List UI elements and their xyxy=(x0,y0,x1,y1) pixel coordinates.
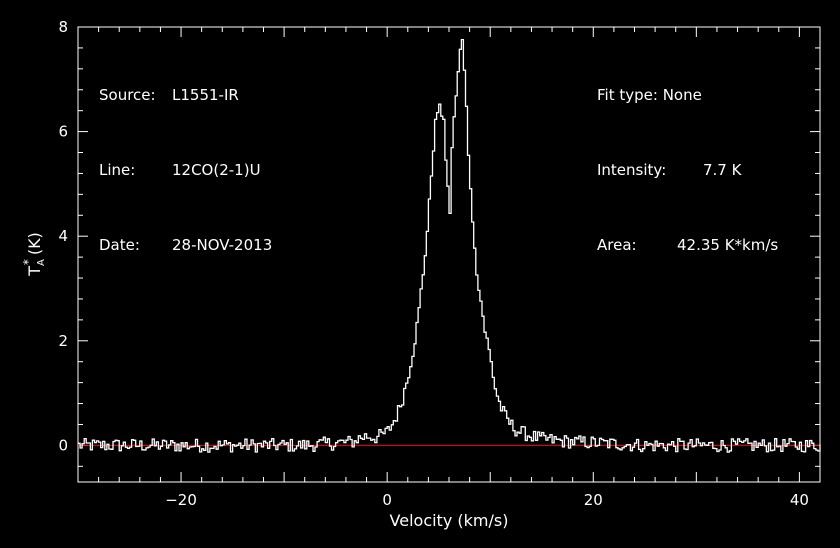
svg-text:TA*(K): TA* (K) xyxy=(21,232,47,277)
line-value: 12CO(2-1)U xyxy=(172,161,261,179)
fit-label: Fit type: xyxy=(597,86,658,104)
source-row: Source: L1551-IR xyxy=(99,83,272,108)
y-tick-label: 2 xyxy=(58,332,68,350)
y-tick-label: 6 xyxy=(58,123,68,141)
y-axis-label-sub: A xyxy=(36,259,47,266)
intensity-label: Intensity: xyxy=(597,161,667,179)
intensity-value: 7.7 K xyxy=(703,161,742,179)
fit-row: Fit type: None xyxy=(597,83,778,108)
y-axis-label-unit: (K) xyxy=(25,232,44,255)
y-tick-label: 8 xyxy=(58,18,68,36)
x-axis-label: Velocity (km/s) xyxy=(390,511,509,530)
area-row: Area: 42.35 K*km/s xyxy=(597,233,778,258)
date-value: 28-NOV-2013 xyxy=(172,236,273,254)
axis-tick-labels: −20 0 20 40 0 2 4 6 8 xyxy=(58,18,808,509)
fit-value: None xyxy=(662,86,702,104)
y-axis-label-main: T xyxy=(25,266,44,277)
y-axis-label: TA* (K) xyxy=(21,232,47,277)
source-value: L1551-IR xyxy=(172,86,239,104)
spectrum-series xyxy=(78,38,821,453)
axis-ticks xyxy=(77,26,821,482)
info-right-panel: Fit type: None Intensity: 7.7 K Area: 42.3… xyxy=(597,33,778,283)
y-tick-label: 0 xyxy=(58,436,68,454)
y-axis-label-sup: * xyxy=(21,259,35,265)
area-label: Area: xyxy=(597,236,637,254)
info-left-panel: Source: L1551-IR Line: 12CO(2-1)U Date: 28-… xyxy=(99,33,272,283)
y-tick-label: 4 xyxy=(58,227,68,245)
line-label: Line: xyxy=(99,161,136,179)
x-tick-label: −20 xyxy=(165,491,197,509)
date-row: Date: 28-NOV-2013 xyxy=(99,233,272,258)
area-value: 42.35 K*km/s xyxy=(677,236,779,254)
x-tick-label: 40 xyxy=(790,491,809,509)
intensity-row: Intensity: 7.7 K xyxy=(597,158,778,183)
source-label: Source: xyxy=(99,86,156,104)
date-label: Date: xyxy=(99,236,140,254)
line-row: Line: 12CO(2-1)U xyxy=(99,158,272,183)
x-tick-label: 0 xyxy=(382,491,392,509)
x-tick-label: 20 xyxy=(584,491,603,509)
